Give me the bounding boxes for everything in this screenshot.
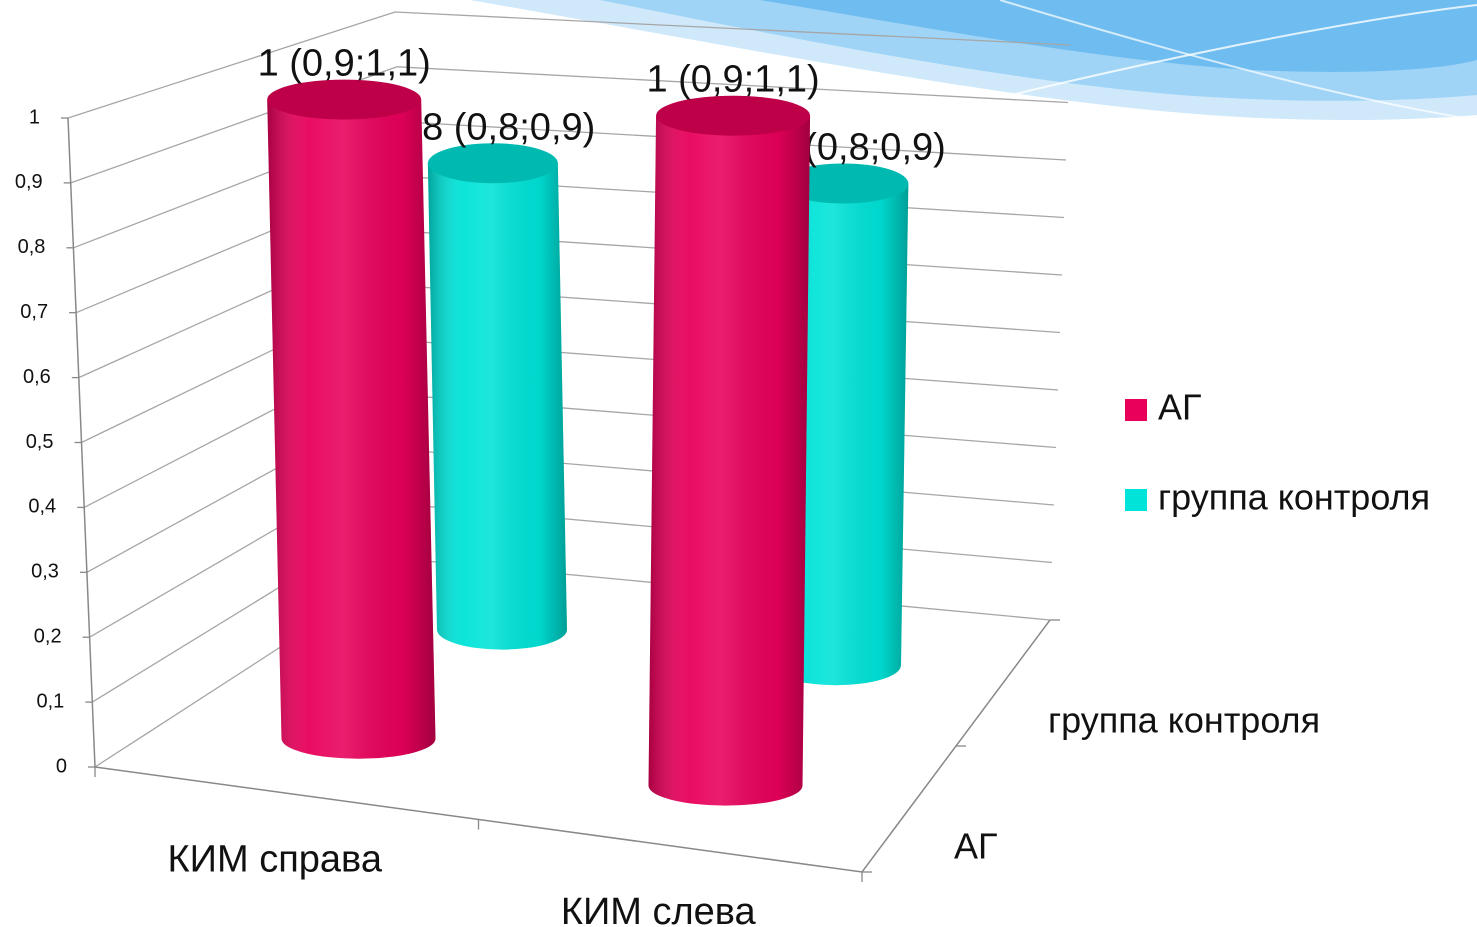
z-tick-label: группа контроля <box>1048 700 1320 741</box>
bar-shade <box>427 163 567 650</box>
x-tick-label: КИМ слева <box>561 891 757 927</box>
y-axis <box>67 117 96 768</box>
cylinder <box>267 79 436 759</box>
y-tick-label: 1 <box>29 106 40 128</box>
cylinder <box>648 95 811 806</box>
y-tick-label: 0,7 <box>20 301 48 323</box>
bar-top <box>267 79 422 120</box>
bar-top-shade <box>656 95 811 136</box>
floor-edge <box>94 619 1051 873</box>
grid-line <box>86 394 1057 573</box>
grid-line <box>83 340 1059 508</box>
bar-shade <box>267 99 436 759</box>
value-label: 0,8 (0,8;0,9) <box>390 106 595 148</box>
legend-swatch <box>1125 399 1147 421</box>
legend-label: АГ <box>1158 387 1202 428</box>
bar-shade <box>648 115 811 806</box>
value-label: 1 (0,9;1,1) <box>258 43 431 85</box>
grid-line <box>91 504 1053 703</box>
bar-top <box>427 143 558 184</box>
y-tick-label: 0,1 <box>36 690 64 712</box>
y-tick-label: 0,5 <box>26 431 54 453</box>
y-tick-label: 0 <box>56 755 67 777</box>
legend-label: группа контроля <box>1158 477 1430 518</box>
y-tick-label: 0,4 <box>28 496 56 518</box>
value-label: 1 (0,9;1,1) <box>646 59 819 101</box>
y-tick-label: 0,8 <box>18 236 46 258</box>
bar-top-shade <box>267 79 422 120</box>
x-tick-label: КИМ справа <box>168 838 383 880</box>
grid-line <box>75 175 1065 314</box>
y-tick-label: 0,2 <box>34 625 62 647</box>
y-tick-label: 0,6 <box>23 366 51 388</box>
z-tick-label: АГ <box>954 826 998 867</box>
decoration <box>470 0 1477 121</box>
bar-top <box>778 163 909 204</box>
bar-top <box>656 95 811 136</box>
grid-line <box>78 230 1063 379</box>
grid-line <box>94 559 1051 768</box>
cylinder <box>427 143 567 650</box>
bar-top-shade <box>427 143 558 184</box>
y-tick-label: 0,3 <box>31 561 59 583</box>
grid-line <box>67 11 1071 119</box>
grid-line <box>70 66 1069 184</box>
grid-line <box>89 449 1055 638</box>
legend-swatch <box>1125 489 1147 511</box>
bar-top-shade <box>778 163 909 204</box>
y-tick-label: 0,9 <box>15 171 43 193</box>
